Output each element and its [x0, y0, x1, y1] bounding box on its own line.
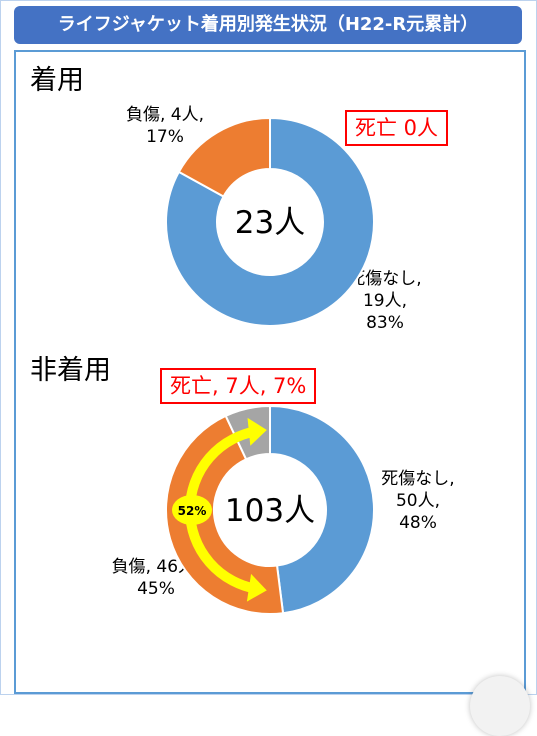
- chart2-arrow-head-bottom: [246, 573, 267, 602]
- chart1-death-callout: 死亡 0人: [345, 110, 449, 146]
- chart1-injured-count: 4人,: [170, 105, 205, 125]
- chart1-safe-pct: 83%: [366, 313, 404, 333]
- chart1-injured-name: 負傷: [125, 105, 160, 125]
- chart2-title: 非着用: [30, 355, 111, 386]
- chart1-injured-label: 負傷, 4人, 17%: [125, 105, 205, 147]
- chart2-injured-pct: 45%: [137, 579, 175, 599]
- chart2-safe-count: 50人,: [395, 491, 441, 511]
- chart1-slice-0: [165, 116, 375, 327]
- chart2-injured-name: 負傷: [111, 557, 146, 577]
- chart2-arrow-label: 52%: [178, 504, 207, 518]
- chart2-safe-pct: 48%: [399, 513, 437, 533]
- chart2-safe-name: 死傷なし: [381, 469, 450, 489]
- chart1-center-label: 23人: [235, 205, 305, 241]
- scroll-handle[interactable]: [470, 676, 530, 736]
- chart1-title: 着用: [30, 65, 84, 96]
- chart1-safe-label: 死傷なし, 19人, 83%: [348, 269, 422, 333]
- chart2-arrow-head-top: [247, 417, 267, 446]
- chart1-slice-1: [177, 116, 271, 198]
- chart2-safe-label: 死傷なし, 50人, 48%: [381, 469, 455, 533]
- chart2-death-callout: 死亡, 7人, 7%: [160, 368, 317, 404]
- chart1-safe-count: 19人,: [362, 291, 408, 311]
- chart2-slice-1: [165, 414, 285, 615]
- chart1-injured-pct: 17%: [146, 127, 184, 147]
- chart2-center-label: 103人: [225, 493, 315, 529]
- chart1-safe-name: 死傷なし: [348, 269, 417, 289]
- chart2-arrow-badge: [172, 495, 212, 525]
- chart2-slice-0: [269, 404, 375, 615]
- donut-charts: 23人 103人 52%: [165, 116, 375, 615]
- header-banner: ライフジャケット着用別発生状況（H22-R元累計）: [14, 6, 522, 44]
